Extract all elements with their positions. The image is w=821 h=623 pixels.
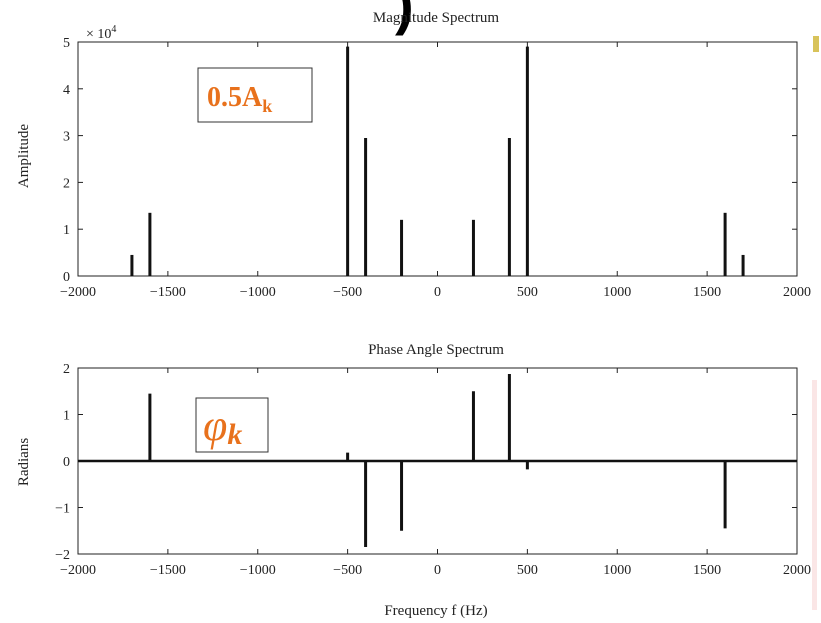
magnitude-x-tick-label: −1500 [150,285,186,300]
phase-chart: Phase Angle Spectrum Radians −2000 −1500−… [16,342,811,619]
amplitude-callout-text: 0.5Ak [207,82,272,116]
edge-fragment-yellow [813,36,819,52]
magnitude-y-tick-label: 5 [63,36,70,51]
magnitude-chart: Magnitude Spectrum × 104 Amplitude −2000… [16,10,811,300]
phase-ticks: −2000 −1500 −1000 −500 0 500 1000 1500 2000 −2 −1 0… [55,362,811,578]
magnitude-x-tick-label: −2000 [60,285,96,300]
magnitude-plot-frame [77,41,798,277]
magnitude-y-tick-label: 3 [63,130,70,145]
phase-x-tick-label: 0 [434,563,441,578]
magnitude-x-tick-label: −500 [333,285,362,300]
magnitude-x-tick-label: 0 [434,285,441,300]
magnitude-x-tick-label: 1500 [693,285,721,300]
phase-y-tick-label: 1 [63,409,70,424]
phase-title: Phase Angle Spectrum [368,342,504,358]
phase-x-tick-label: −1000 [240,563,276,578]
magnitude-y-tick-label: 0 [63,270,70,285]
magnitude-x-tick-label: 500 [517,285,538,300]
phase-x-tick-label: 2000 [783,563,811,578]
magnitude-x-tick-label: 1000 [603,285,631,300]
phase-x-tick-label: 1500 [693,563,721,578]
magnitude-exponent-label: × 104 [86,24,116,42]
magnitude-y-axis-label: Amplitude [16,124,32,189]
phase-x-tick-label: −500 [333,563,362,578]
magnitude-title: Magnitude Spectrum [373,10,500,26]
magnitude-y-tick-label: 1 [63,223,70,238]
magnitude-ticks: −2000 −1500 −1000 −500 0 500 1000 1500 2000 0 1 2 3 4… [60,36,811,300]
phase-x-tick-label: −2000 [60,563,96,578]
edge-fragment-pink [812,380,817,610]
phase-y-tick-label: −1 [55,502,70,517]
phase-stems [78,374,797,548]
phase-x-tick-label: 1000 [603,563,631,578]
magnitude-x-tick-label: 2000 [783,285,811,300]
amplitude-callout: 0.5Ak [197,67,313,123]
magnitude-x-tick-label: −1000 [240,285,276,300]
phase-x-tick-label: −1500 [150,563,186,578]
phase-callout: φk [195,397,269,453]
heading-fragment: ) [395,0,414,36]
phase-callout-text: φk [203,401,242,451]
phase-x-axis-label: Frequency f (Hz) [384,603,487,619]
phase-x-tick-label: 500 [517,563,538,578]
phase-callout-box [195,397,269,453]
magnitude-y-tick-label: 2 [63,176,70,191]
amplitude-callout-box [197,67,313,123]
phase-y-tick-label: 2 [63,362,70,377]
phase-y-axis-label: Radians [16,438,32,486]
magnitude-stems [130,46,745,276]
phase-y-tick-label: 0 [63,455,70,470]
magnitude-y-tick-label: 4 [63,83,70,98]
phase-y-tick-label: −2 [55,548,70,563]
